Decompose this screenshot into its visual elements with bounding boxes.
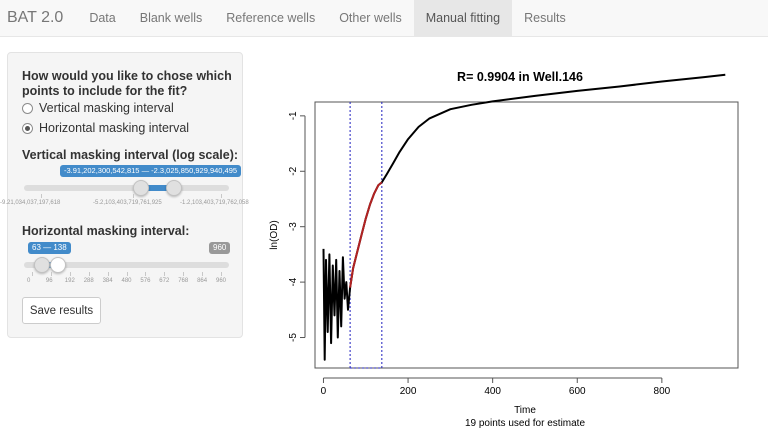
x-tick-label: 600: [569, 386, 586, 397]
radio-vertical-masking[interactable]: Vertical masking interval: [22, 101, 174, 115]
horizontal-value-pill: 63 — 138: [28, 242, 71, 254]
vertical-tick-label: -1.2,103,403,719,762,058: [180, 200, 249, 206]
points-used-note: 19 points used for estimate: [465, 418, 586, 429]
tick-mark: [107, 272, 109, 276]
horizontal-tick-label: 384: [102, 278, 113, 284]
y-tick-label: -1: [288, 111, 299, 120]
tick-mark: [221, 272, 222, 276]
brand-title[interactable]: BAT 2.0: [7, 9, 64, 26]
tick-mark: [164, 272, 166, 276]
tick-mark: [133, 194, 134, 198]
x-tick-label: 400: [484, 386, 501, 397]
y-tick-label: -3: [288, 222, 299, 231]
radio-label-vertical: Vertical masking interval: [39, 101, 174, 115]
vertical-slider-handle-low[interactable]: [133, 180, 149, 196]
vertical-slider-track[interactable]: [24, 185, 229, 191]
y-axis-label: ln(OD): [269, 220, 280, 249]
mask-interval-lines: [349, 102, 383, 369]
y-tick-label: -5: [288, 333, 299, 342]
horizontal-tick-label: 288: [83, 278, 94, 284]
horizontal-tick-label: 960: [216, 278, 227, 284]
x-tick-label: 0: [321, 386, 327, 397]
radio-label-horizontal: Horizontal masking interval: [39, 121, 190, 135]
tab-data[interactable]: Data: [89, 11, 116, 25]
vertical-slider-handle-high[interactable]: [166, 180, 182, 196]
horizontal-tick-label: 192: [64, 278, 75, 284]
sidebar-panel: How would you like to chose which points…: [0, 52, 249, 338]
save-results-button[interactable]: Save results: [22, 297, 101, 324]
tick-mark: [32, 272, 33, 276]
tick-mark: [183, 272, 185, 276]
tick-mark: [126, 272, 128, 276]
tick-mark: [69, 272, 71, 276]
vertical-tick-label: -5.2,103,403,719,761,925: [93, 200, 162, 206]
tab-blank-wells[interactable]: Blank wells: [139, 11, 203, 25]
vertical-value-pill: -3.91,202,300,542,815 — -2.3,025,850,929…: [60, 165, 242, 177]
vertical-interval-label: Vertical masking interval (log scale):: [22, 148, 239, 162]
horizontal-slider-handle-high[interactable]: [50, 257, 66, 273]
tick-mark: [88, 272, 90, 276]
horizontal-tick-label: 864: [197, 278, 208, 284]
horizontal-tick-label: 480: [121, 278, 132, 284]
tick-mark: [41, 194, 42, 198]
horizontal-tick-label: 0: [27, 278, 31, 284]
fit-selection-question: How would you like to chose which points…: [22, 69, 232, 98]
x-tick-label: 200: [400, 386, 417, 397]
y-tick-label: -4: [288, 277, 299, 286]
horizontal-tick-label: 96: [45, 278, 53, 284]
plot-title: R= 0.9904 in Well.146: [457, 70, 583, 84]
plot-frame: [314, 101, 739, 369]
tab-manual-fitting[interactable]: Manual fitting: [413, 0, 513, 36]
fit-segment-line: [349, 181, 383, 288]
tab-other-wells[interactable]: Other wells: [339, 11, 402, 25]
horizontal-slider-track[interactable]: [24, 262, 229, 268]
x-tick-label: 800: [654, 386, 671, 397]
tick-mark: [50, 272, 52, 276]
plot-axes: 0 200 400 600 800 -5 -4 -3 -2 -1: [288, 111, 671, 397]
tick-mark: [221, 194, 222, 198]
tick-mark: [145, 272, 147, 276]
horizontal-slider-handle-low[interactable]: [34, 257, 50, 273]
growth-curve-plot: R= 0.9904 in Well.146 0 200 400 600 800 -5 -4 -…: [269, 70, 739, 429]
y-tick-label: -2: [288, 166, 299, 175]
horizontal-interval-label: Horizontal masking interval:: [22, 224, 190, 238]
tab-results[interactable]: Results: [524, 11, 566, 25]
navbar: BAT 2.0 Data Blank wells Reference wells…: [0, 0, 768, 37]
x-axis-label: Time: [514, 405, 536, 416]
tick-mark: [202, 272, 204, 276]
vertical-tick-label: -9.21,034,037,197,618: [0, 200, 61, 206]
growth-curve-line: [322, 73, 726, 361]
plot-series: [322, 73, 726, 361]
horizontal-tick-label: 672: [159, 278, 170, 284]
radio-horizontal-masking[interactable]: Horizontal masking interval: [22, 121, 189, 135]
tab-reference-wells[interactable]: Reference wells: [226, 11, 316, 25]
horizontal-max-pill: 960: [209, 242, 231, 254]
horizontal-tick-label: 576: [140, 278, 151, 284]
horizontal-tick-label: 768: [178, 278, 189, 284]
radio-button-checked-icon[interactable]: [22, 122, 33, 134]
vertical-slider-range: [141, 185, 174, 191]
radio-button-icon[interactable]: [22, 102, 33, 114]
